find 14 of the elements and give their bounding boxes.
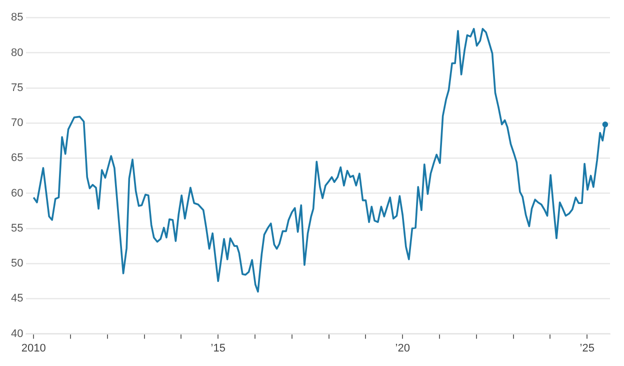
y-tick-label: 80 — [10, 46, 24, 59]
y-tick-label: 65 — [10, 152, 24, 164]
y-tick-label: 50 — [10, 258, 24, 270]
x-tick-label: ’25 — [580, 342, 594, 354]
x-tick-label: ’15 — [210, 342, 226, 354]
y-tick-label: 45 — [10, 292, 24, 305]
y-tick-label: 75 — [10, 82, 24, 94]
x-tick-label: 2010 — [21, 342, 46, 354]
y-tick-label: 55 — [10, 222, 24, 234]
y-tick-label: 40 — [10, 328, 24, 340]
y-tick-label: 60 — [10, 187, 24, 200]
x-tick-label: ’20 — [395, 342, 410, 354]
y-tick-label: 70 — [10, 117, 24, 130]
y-tick-label: 85 — [10, 12, 24, 24]
